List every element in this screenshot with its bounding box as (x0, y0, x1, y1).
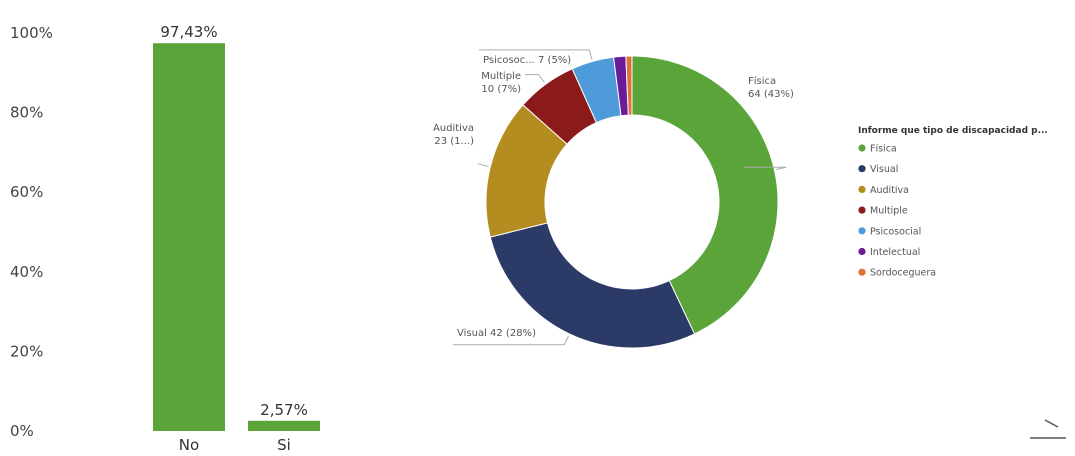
leader-line (478, 163, 489, 167)
y-tick-label: 80% (10, 104, 43, 122)
bar-si[interactable] (248, 420, 320, 431)
legend-label: Auditiva (870, 185, 909, 196)
legend-marker (858, 268, 866, 276)
resize-handle-icon[interactable] (1030, 419, 1066, 439)
legend-marker (858, 206, 866, 214)
donut-slice-sordoceguera[interactable] (625, 55, 633, 116)
donut-data-label: Auditiva (433, 123, 474, 134)
donut-data-label: 23 (1...) (434, 136, 474, 147)
y-tick-label: 0% (10, 422, 34, 440)
bar-chart: 0% 20% 40% 60% 80% 100% 97,43% No 2,57% Si (10, 23, 320, 454)
leader-line (453, 335, 570, 346)
legend-item-multiple[interactable]: Multiple (858, 206, 908, 217)
x-tick-label: Si (277, 436, 291, 452)
legend-label: Psicosocial (870, 226, 921, 237)
legend-label: Multiple (870, 206, 908, 217)
legend-title: Informe que tipo de discapacidad p... (858, 126, 1048, 136)
donut-slice-visual[interactable] (489, 222, 696, 349)
leader-line (525, 74, 545, 83)
bar-data-label: 2,57% (260, 401, 308, 419)
legend-item-fsica[interactable]: Física (858, 144, 897, 155)
donut-data-labels: Física 64 (43%) Visual 42 (28%) Auditiva 23 … (433, 49, 794, 346)
legend-label: Intelectual (870, 247, 920, 258)
y-tick-label: 100% (10, 24, 53, 42)
leader-line (744, 166, 787, 170)
donut-data-label: Visual 42 (28%) (457, 328, 536, 339)
legend: Informe que tipo de discapacidad p... Fís… (858, 126, 1048, 279)
legend-item-auditiva[interactable]: Auditiva (858, 185, 909, 196)
y-tick-label: 40% (10, 263, 43, 281)
y-tick-label: 60% (10, 183, 43, 201)
legend-item-sordoceguera[interactable]: Sordoceguera (858, 268, 936, 279)
y-tick-label: 20% (10, 342, 43, 360)
x-tick-label: No (179, 436, 199, 452)
leader-line (479, 49, 593, 60)
legend-item-visual[interactable]: Visual (858, 164, 898, 175)
donut-data-label: Psicosoc... 7 (5%) (483, 55, 571, 66)
legend-marker (858, 165, 866, 173)
legend-label: Física (870, 144, 897, 155)
donut-slice-fsica[interactable] (631, 55, 779, 335)
legend-item-psicosocial[interactable]: Psicosocial (858, 226, 921, 237)
bar-data-label: 97,43% (160, 23, 217, 41)
legend-item-intelectual[interactable]: Intelectual (858, 247, 920, 258)
donut-data-label: Multiple (481, 71, 521, 82)
legend-marker (858, 227, 866, 235)
donut-data-label: 10 (7%) (481, 84, 521, 95)
bar-no[interactable] (153, 43, 225, 431)
legend-label: Visual (870, 164, 898, 175)
legend-marker (858, 144, 866, 152)
donut-data-label: Física (748, 75, 776, 87)
legend-marker (858, 247, 866, 256)
donut-chart (485, 55, 779, 349)
legend-marker (858, 185, 866, 193)
legend-label: Sordoceguera (870, 268, 936, 279)
donut-data-label: 64 (43%) (748, 89, 794, 100)
